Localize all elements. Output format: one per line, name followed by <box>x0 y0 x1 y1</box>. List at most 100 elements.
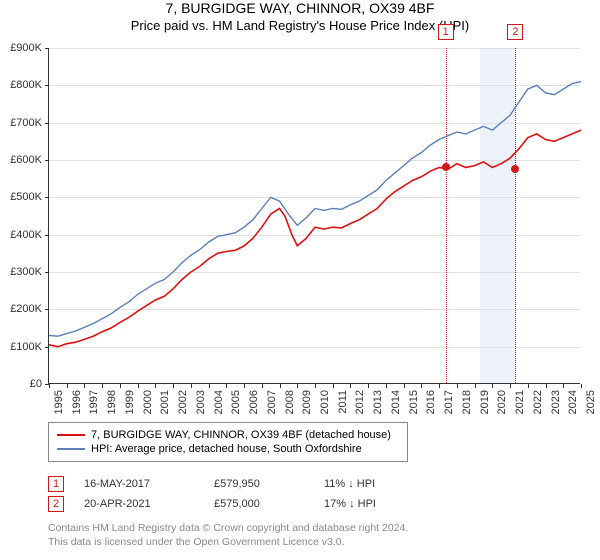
y-axis-label: £200K <box>0 303 42 315</box>
chart-area: £0£100K£200K£300K£400K£500K£600K£700K£80… <box>48 48 580 384</box>
footer-line: This data is licensed under the Open Gov… <box>48 536 408 550</box>
legend-swatch <box>57 434 85 436</box>
x-tick <box>226 384 227 388</box>
y-axis-label: £100K <box>0 341 42 353</box>
x-tick <box>404 384 405 388</box>
legend-item: 7, BURGIDGE WAY, CHINNOR, OX39 4BF (deta… <box>57 429 399 441</box>
y-axis-label: £600K <box>0 154 42 166</box>
legend-label: HPI: Average price, detached house, Sout… <box>91 443 362 455</box>
x-tick <box>439 384 440 388</box>
event-marker-badge: 2 <box>507 24 523 40</box>
x-tick <box>528 384 529 388</box>
x-axis-label: 2018 <box>461 390 473 414</box>
event-delta: 11% ↓ HPI <box>324 478 375 490</box>
x-tick <box>138 384 139 388</box>
price-point-dot <box>442 163 450 171</box>
x-axis-label: 2008 <box>284 390 296 414</box>
chart-title: 7, BURGIDGE WAY, CHINNOR, OX39 4BF <box>0 0 600 16</box>
events-table: 1 16-MAY-2017 £579,950 11% ↓ HPI 2 20-AP… <box>48 472 376 516</box>
x-tick <box>102 384 103 388</box>
x-axis-label: 2004 <box>213 390 225 414</box>
x-axis-label: 1996 <box>71 390 83 414</box>
x-tick <box>563 384 564 388</box>
x-axis-label: 2024 <box>567 390 579 414</box>
y-axis-label: £900K <box>0 42 42 54</box>
series-price-paid <box>49 130 581 347</box>
event-price: £575,000 <box>214 498 304 510</box>
y-axis-label: £0 <box>0 378 42 390</box>
event-marker-badge: 1 <box>438 24 454 40</box>
event-row: 2 20-APR-2021 £575,000 17% ↓ HPI <box>48 496 376 512</box>
x-tick <box>49 384 50 388</box>
x-axis-label: 2001 <box>159 390 171 414</box>
y-axis-label: £400K <box>0 229 42 241</box>
x-tick <box>333 384 334 388</box>
x-axis-label: 2000 <box>142 390 154 414</box>
y-axis-label: £500K <box>0 191 42 203</box>
x-tick <box>421 384 422 388</box>
event-row: 1 16-MAY-2017 £579,950 11% ↓ HPI <box>48 476 376 492</box>
x-axis-label: 2017 <box>443 390 455 414</box>
x-tick <box>546 384 547 388</box>
x-tick <box>315 384 316 388</box>
x-tick <box>510 384 511 388</box>
x-axis-label: 2009 <box>301 390 313 414</box>
x-axis-label: 2003 <box>195 390 207 414</box>
x-axis-label: 1998 <box>106 390 118 414</box>
x-axis-label: 2011 <box>337 390 349 414</box>
x-axis-label: 2005 <box>230 390 242 414</box>
y-axis-label: £800K <box>0 79 42 91</box>
x-tick <box>280 384 281 388</box>
x-axis-label: 2025 <box>585 390 597 414</box>
y-axis-label: £300K <box>0 266 42 278</box>
footer-line: Contains HM Land Registry data © Crown c… <box>48 522 408 536</box>
x-tick <box>244 384 245 388</box>
x-axis-label: 2002 <box>177 390 189 414</box>
x-tick <box>84 384 85 388</box>
x-tick <box>120 384 121 388</box>
x-tick <box>492 384 493 388</box>
x-axis-label: 2021 <box>514 390 526 414</box>
x-axis-label: 2022 <box>532 390 544 414</box>
legend-swatch <box>57 448 85 450</box>
series-hpi <box>49 82 581 337</box>
legend-item: HPI: Average price, detached house, Sout… <box>57 443 399 455</box>
x-tick <box>209 384 210 388</box>
x-axis-label: 2016 <box>425 390 437 414</box>
x-tick <box>191 384 192 388</box>
event-number-badge: 2 <box>48 496 64 512</box>
x-tick <box>67 384 68 388</box>
x-axis-label: 2014 <box>390 390 402 414</box>
x-axis-label: 2010 <box>319 390 331 414</box>
line-chart-svg <box>49 48 581 384</box>
event-delta: 17% ↓ HPI <box>324 498 376 510</box>
x-axis-label: 1997 <box>88 390 100 414</box>
plot-area: £0£100K£200K£300K£400K£500K£600K£700K£80… <box>48 48 580 384</box>
x-axis-label: 2023 <box>550 390 562 414</box>
price-point-dot <box>511 165 519 173</box>
x-tick <box>475 384 476 388</box>
x-tick <box>262 384 263 388</box>
x-axis-label: 2019 <box>479 390 491 414</box>
x-axis-label: 2012 <box>354 390 366 414</box>
event-date: 20-APR-2021 <box>84 498 194 510</box>
x-axis-label: 2015 <box>408 390 420 414</box>
x-tick <box>155 384 156 388</box>
x-tick <box>368 384 369 388</box>
x-axis-label: 2007 <box>266 390 278 414</box>
x-axis-label: 1995 <box>53 390 65 414</box>
event-date: 16-MAY-2017 <box>84 478 194 490</box>
attribution-footer: Contains HM Land Registry data © Crown c… <box>48 522 408 549</box>
legend-label: 7, BURGIDGE WAY, CHINNOR, OX39 4BF (deta… <box>91 429 391 441</box>
x-tick <box>581 384 582 388</box>
x-tick <box>173 384 174 388</box>
x-tick <box>350 384 351 388</box>
event-price: £579,950 <box>214 478 304 490</box>
x-tick <box>457 384 458 388</box>
x-tick <box>297 384 298 388</box>
legend-box: 7, BURGIDGE WAY, CHINNOR, OX39 4BF (deta… <box>48 422 408 462</box>
x-axis-label: 2013 <box>372 390 384 414</box>
x-axis-label: 2020 <box>496 390 508 414</box>
x-axis-label: 1999 <box>124 390 136 414</box>
x-axis-label: 2006 <box>248 390 260 414</box>
